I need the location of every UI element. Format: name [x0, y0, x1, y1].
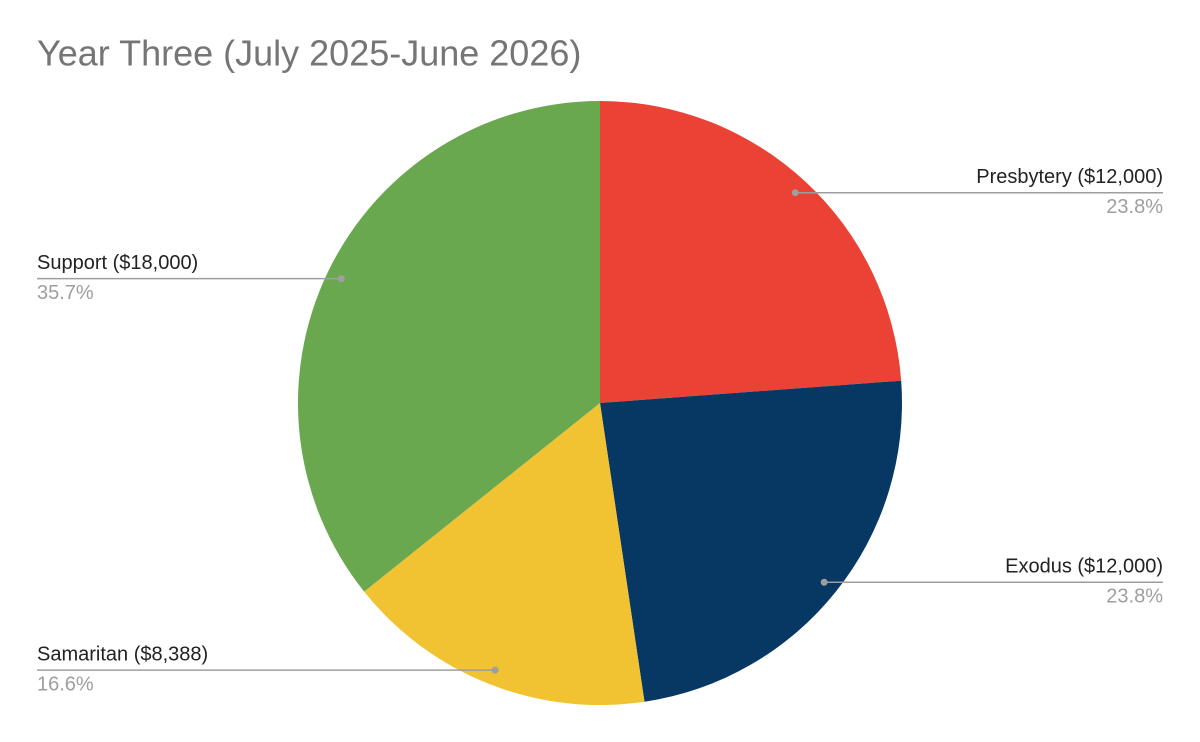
chart-title: Year Three (July 2025-June 2026)	[37, 33, 581, 74]
pie-slice	[600, 380, 902, 702]
pie-slice	[297, 101, 600, 592]
slice-value-label: 16.6%	[37, 673, 94, 695]
slice-label: Samaritan ($8,388)	[37, 643, 208, 665]
leader-dot	[820, 578, 828, 586]
leader-dot	[491, 666, 499, 674]
slice-label: Presbytery ($12,000)	[976, 166, 1163, 188]
leader-dot	[791, 189, 799, 197]
slice-label: Exodus ($12,000)	[1005, 556, 1163, 578]
slice-value-label: 23.8%	[1106, 196, 1163, 218]
pie-slice	[364, 403, 645, 706]
pie-slice	[600, 101, 902, 403]
slice-label: Support ($18,000)	[37, 252, 198, 274]
slice-value-label: 35.7%	[37, 282, 94, 304]
leader-dot	[337, 275, 345, 283]
slice-value-label: 23.8%	[1106, 586, 1163, 608]
